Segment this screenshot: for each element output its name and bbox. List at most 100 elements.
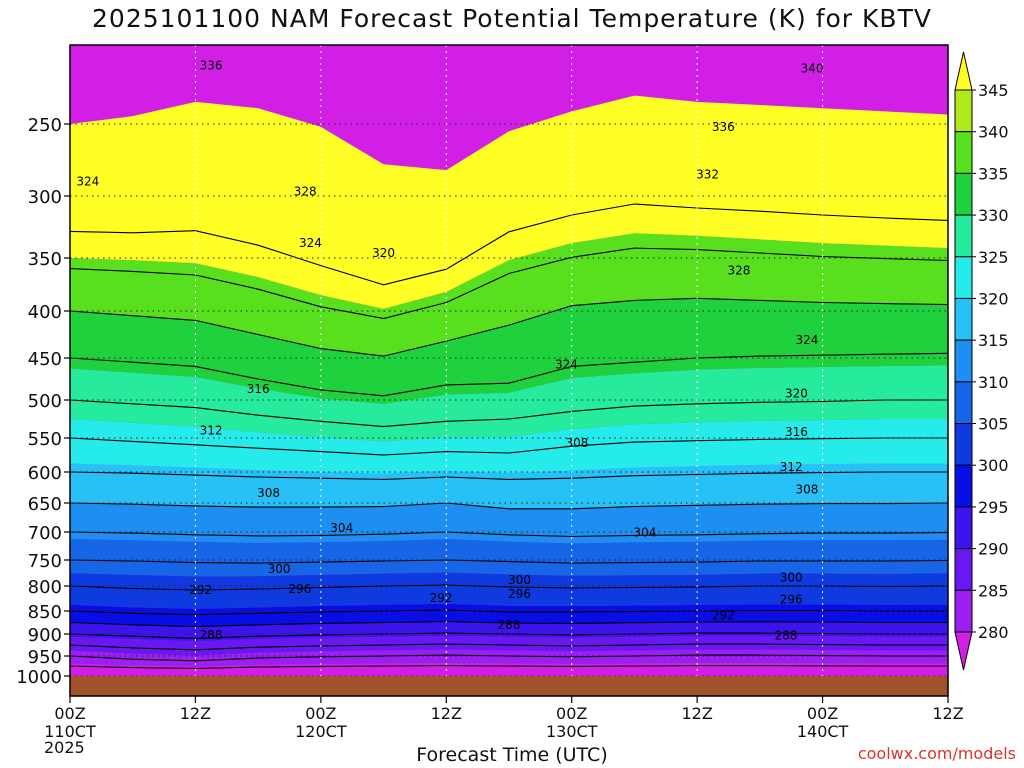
isentrope-336 [70, 352, 948, 397]
x-tick-label-6: 00Z [807, 704, 838, 723]
colorbar-label-300: 300 [978, 456, 1009, 475]
colorbar-label-340: 340 [978, 123, 1009, 142]
colorbar-segment-3 [954, 214, 973, 258]
colorbar-segment-2 [954, 172, 973, 216]
contour-label-14: 316 [785, 425, 808, 439]
colorbar-label-285: 285 [978, 581, 1009, 600]
theta-band-325 [70, 419, 948, 474]
x-axis-title: Forecast Time (UTC) [416, 744, 608, 766]
isentrope-contours [70, 203, 948, 669]
y-tick-label-800: 800 [28, 577, 62, 598]
colorbar-segment-0 [954, 89, 973, 133]
y-tick-label-750: 750 [28, 551, 62, 572]
theta-band-340 [70, 233, 948, 357]
contour-label-23: 300 [780, 571, 803, 585]
x-tick-label-2: 00Z [305, 704, 336, 723]
colorbar-label-315: 315 [978, 331, 1009, 350]
colorbar-label-345: 345 [978, 81, 1009, 100]
colorbar-segment-10 [954, 506, 973, 550]
theta-band-310 [70, 539, 948, 577]
colorbar-label-295: 295 [978, 498, 1009, 517]
contour-label-12: 320 [785, 386, 808, 400]
colorbar-label-325: 325 [978, 248, 1009, 267]
y-tick-label-900: 900 [28, 625, 62, 646]
y-tick-label-950: 950 [28, 647, 62, 668]
colorbar-label-280: 280 [978, 623, 1009, 642]
contour-label-31: 288 [498, 618, 521, 632]
isentrope-312 [70, 559, 948, 564]
isentrope-328 [70, 437, 948, 456]
y-tick-label-250: 250 [28, 115, 62, 136]
plot-frame [69, 44, 949, 697]
year-label: 2025 [44, 738, 85, 757]
x-tick-date-4: 130CT [546, 722, 598, 741]
theta-band-290 [70, 635, 948, 656]
contour-labels: 336 340 336 332 324 328 324 320 328 324 324 316 320 3… [76, 59, 823, 643]
isentrope-284 [70, 665, 948, 669]
isentrope-296 [70, 632, 948, 639]
colorbar-segment-4 [954, 256, 973, 299]
contour-label-2: 336 [712, 120, 735, 134]
isentrope-292 [70, 643, 948, 651]
contour-label-27: 296 [508, 587, 531, 601]
pressure-axis: 2503003504004505005506006507007508008509… [16, 115, 70, 688]
theta-band-305 [70, 572, 948, 609]
isentrope-344 [70, 247, 948, 320]
colorbar-segment-12 [954, 589, 973, 633]
theta-band-315 [70, 503, 948, 544]
x-tick-label-3: 12Z [431, 704, 462, 723]
contour-label-32: 288 [775, 628, 798, 642]
contour-label-6: 324 [299, 236, 322, 250]
y-tick-label-550: 550 [28, 429, 62, 450]
contour-label-13: 312 [200, 423, 223, 437]
isentrope-324 [70, 471, 948, 480]
x-tick-date-0: 110CT [44, 722, 96, 741]
theta-band-330 [70, 365, 948, 442]
x-tick-label-7: 12Z [932, 704, 963, 723]
y-tick-label-700: 700 [28, 523, 62, 544]
contour-label-21: 300 [268, 562, 291, 576]
contour-label-10: 324 [555, 358, 578, 372]
chart-title: 2025101100 NAM Forecast Potential Temper… [92, 4, 932, 33]
x-tick-label-5: 12Z [681, 704, 712, 723]
y-tick-label-350: 350 [28, 249, 62, 270]
contour-label-16: 312 [780, 460, 803, 474]
contour-label-17: 308 [257, 486, 280, 500]
theta-color-fill [70, 45, 948, 676]
theta-band-295 [70, 621, 948, 642]
colorbar-label-310: 310 [978, 373, 1009, 392]
contour-label-0: 336 [200, 59, 223, 73]
y-tick-label-650: 650 [28, 494, 62, 515]
contour-label-18: 308 [795, 482, 818, 496]
isentrope-320 [70, 502, 948, 510]
x-tick-label-1: 12Z [180, 704, 211, 723]
colorbar-label-305: 305 [978, 415, 1009, 434]
theta-band-300 [70, 603, 948, 627]
contour-label-11: 316 [247, 382, 270, 396]
y-tick-label-450: 450 [28, 349, 62, 370]
colorbar-segment-6 [954, 339, 973, 383]
y-tick-label-400: 400 [28, 302, 62, 323]
colorbar-label-335: 335 [978, 164, 1009, 183]
y-tick-label-1000: 1000 [16, 667, 62, 688]
colorbar-label-320: 320 [978, 289, 1009, 308]
colorbar-segment-9 [954, 464, 973, 508]
contour-label-5: 328 [294, 185, 317, 199]
contour-label-26: 292 [430, 591, 453, 605]
isentrope-316 [70, 531, 948, 538]
contour-label-9: 324 [795, 333, 818, 347]
contour-label-4: 324 [76, 175, 99, 189]
colorbar-label-330: 330 [978, 206, 1009, 225]
colorbar-segment-1 [954, 131, 973, 174]
x-tick-label-0: 00Z [54, 704, 85, 723]
contour-label-19: 304 [330, 521, 353, 535]
x-tick-date-2: 120CT [295, 722, 347, 741]
isentrope-340 [70, 297, 948, 357]
contour-label-15: 308 [565, 436, 588, 450]
contour-label-22: 300 [508, 573, 531, 587]
contour-label-30: 288 [200, 628, 223, 642]
theta-band-285 [70, 649, 948, 667]
x-tick-label-4: 00Z [556, 704, 587, 723]
